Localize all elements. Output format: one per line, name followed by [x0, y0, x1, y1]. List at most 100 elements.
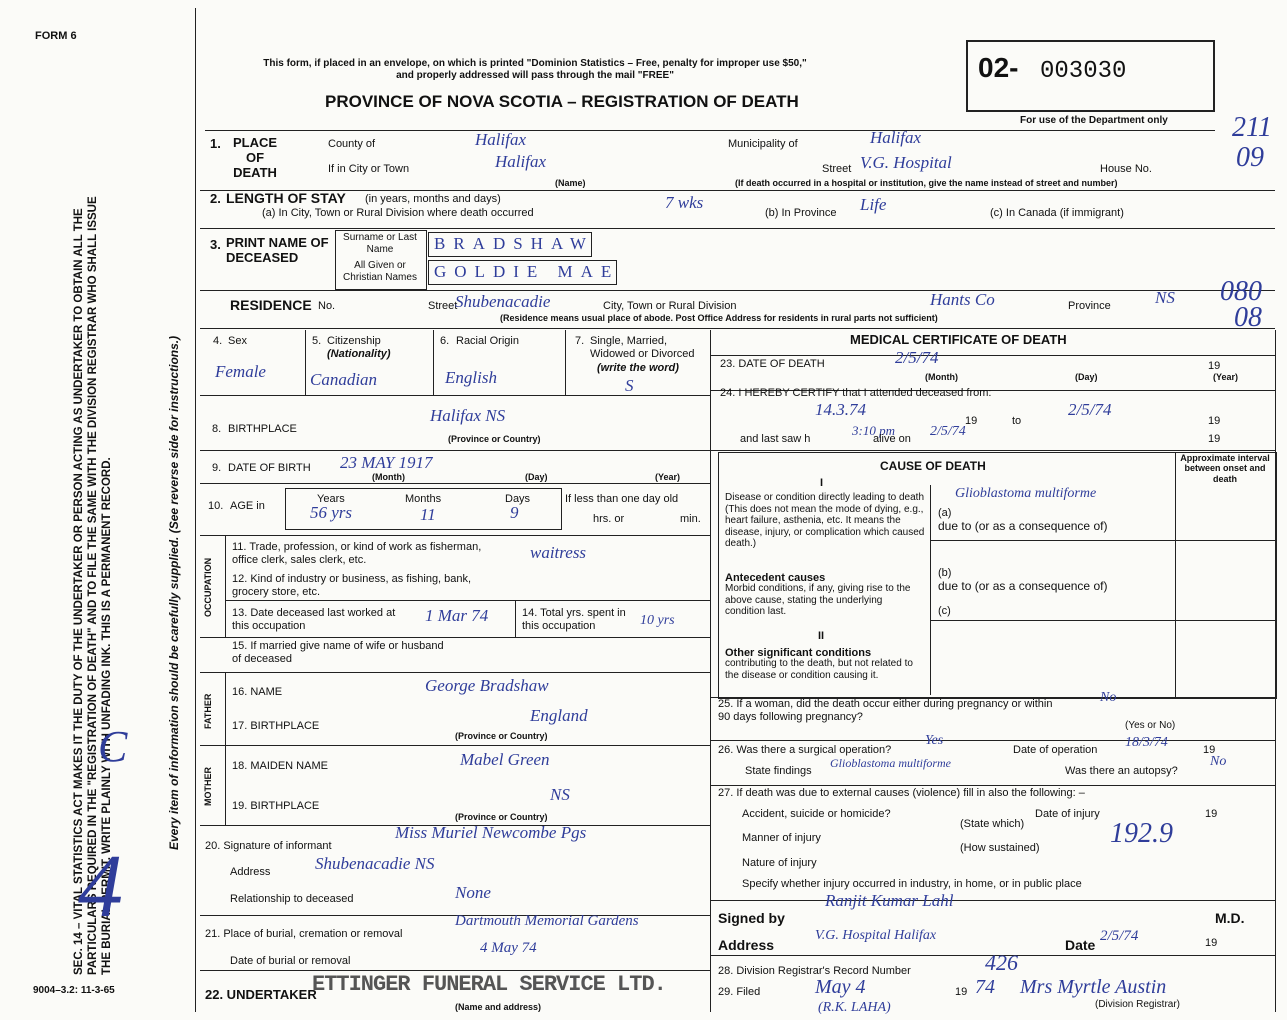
medical-nineteen: 19: [1203, 744, 1216, 756]
q25-note: (Yes or No): [1125, 720, 1176, 731]
medical-from: 14.3.74: [815, 400, 866, 419]
personal-citizenship-value: Canadian: [310, 370, 378, 389]
rule: [710, 330, 711, 1012]
residence-city: Hants Co: [930, 290, 995, 309]
rule: [710, 450, 1275, 451]
residence-street: Shubenacadie: [455, 292, 551, 311]
rule: [710, 355, 1275, 356]
registrar-initials: (R.K. LAHA): [818, 1000, 891, 1015]
father-name: George Bradshaw: [425, 676, 549, 695]
medical-month: (Month): [925, 372, 958, 382]
rule: [930, 540, 1275, 541]
q27-state-note: (State which): [960, 818, 1025, 830]
cause-a: Glioblastoma multiforme: [955, 486, 1097, 501]
father-note: (Province or Country): [455, 731, 548, 741]
rule: [930, 485, 931, 695]
cause-consequence: due to (or as a consequence of): [938, 519, 1108, 533]
place-street: V.G. Hospital: [860, 153, 952, 172]
undertaker-note: (Name and address): [455, 1002, 542, 1012]
medical-q24: 24. I HEREBY CERTIFY that I attended dec…: [720, 387, 992, 399]
medical-to-label: to: [1012, 415, 1022, 427]
residence-note: (Residence means usual place of abode. P…: [500, 313, 938, 323]
q27-accident-label: Accident, suicide or homicide?: [742, 808, 891, 820]
stay-b: Life: [860, 195, 887, 214]
place-municipality-label: Municipality of: [728, 138, 798, 150]
personal-citizenship-label: Citizenship: [327, 335, 381, 347]
occupation-industry-label: 12. Kind of industry or business, as fis…: [232, 573, 472, 598]
informant-relationship: None: [455, 883, 491, 902]
medical-to: 2/5/74: [1068, 400, 1112, 419]
cause-part2: II: [818, 630, 825, 642]
header-title: PROVINCE OF NOVA SCOTIA – REGISTRATION O…: [325, 92, 799, 111]
spouse-label: 15. If married give name of wife or husb…: [232, 640, 444, 665]
place-city-label: If in City or Town: [328, 163, 410, 175]
signature-signed-label: Signed by: [718, 910, 785, 926]
informant-relationship-label: Relationship to deceased: [230, 893, 354, 905]
cause-antecedent-label: Morbid conditions, if any, giving rise t…: [725, 583, 911, 617]
medical-nineteen: 19: [1208, 433, 1221, 445]
signature-date-label: Date: [1065, 937, 1096, 953]
medical-nineteen: 19: [965, 415, 978, 427]
rule: [200, 745, 710, 746]
registrar-filed: May 4: [815, 976, 866, 998]
rule: [205, 130, 1215, 131]
personal-sex-num: 4.: [213, 335, 223, 347]
q26-autopsy-label: Was there an autopsy?: [1065, 765, 1178, 777]
dob-num: 9.: [212, 462, 222, 474]
birthplace-value: Halifax NS: [430, 406, 506, 425]
father-birthplace: England: [530, 706, 588, 725]
informant-address: Shubenacadie NS: [315, 854, 435, 873]
cause-other-label: contributing to the death, but not relat…: [725, 658, 913, 681]
registrar-year: 74: [975, 976, 995, 998]
place-county: Halifax: [475, 130, 526, 149]
occupation-trade: waitress: [530, 543, 587, 562]
medical-alive-date: 2/5/74: [930, 424, 966, 439]
rule: [433, 330, 434, 395]
medical-nineteen: 19: [1205, 808, 1218, 820]
header-number-prefix: 02-: [978, 52, 1019, 83]
registrar-year-prefix: 19: [955, 986, 968, 998]
cause-c-label: (c): [938, 605, 951, 617]
name-num: 3.: [210, 237, 221, 252]
residence-city-label: City, Town or Rural Division: [603, 300, 737, 312]
cause-part1: I: [820, 477, 824, 489]
medical-q23: 23. DATE OF DEATH: [720, 358, 825, 370]
place-municipality: Halifax: [870, 128, 921, 147]
medical-last-saw: and last saw h: [740, 433, 811, 445]
stay-label: LENGTH OF STAY: [226, 190, 346, 206]
q26-findings-label: State findings: [745, 765, 812, 777]
cause-antecedent-title: Antecedent causes: [725, 572, 826, 584]
side-note: Every item of information should be care…: [167, 335, 181, 850]
rule: [710, 785, 1275, 786]
box: [966, 40, 1215, 112]
place-num: 1.: [210, 136, 221, 151]
signature-md: M.D.: [1215, 910, 1245, 926]
medical-day: (Day): [1075, 372, 1098, 382]
rule: [200, 228, 1275, 229]
registrar-q28: 28. Division Registrar's Record Number: [718, 965, 911, 977]
undertaker-label: 22. UNDERTAKER: [205, 987, 317, 1002]
signature-address-label: Address: [718, 937, 775, 953]
father-name-label: 16. NAME: [232, 686, 283, 698]
informant-label: 20. Signature of informant: [205, 840, 332, 852]
cause-direct-label: Disease or condition directly leading to…: [725, 492, 925, 549]
residence-province-label: Province: [1068, 300, 1111, 312]
side-margin-marks-1: 4: [78, 837, 123, 936]
occupation-last-worked-label: 13. Date deceased last worked at this oc…: [232, 607, 396, 632]
cause-b-label: (b): [938, 567, 952, 579]
dob-year: (Year): [655, 472, 681, 482]
name-given-label: All Given or Christian Names: [343, 260, 417, 283]
age-min: min.: [680, 513, 701, 525]
side-form-code: 9004–3.2: 11-3-65: [33, 985, 115, 996]
personal-sex-label: Sex: [228, 335, 247, 347]
personal-sex-value: Female: [215, 362, 266, 381]
box: [428, 232, 592, 257]
box: [428, 260, 617, 285]
signature-address: V.G. Hospital Halifax: [815, 928, 937, 943]
place-label: PLACE OF DEATH: [232, 135, 278, 180]
registrar-registrar: Mrs Myrtle Austin: [1020, 976, 1167, 998]
dob-value: 23 MAY 1917: [340, 453, 433, 472]
birthplace-num: 8.: [212, 423, 222, 435]
rule: [710, 900, 1275, 901]
place-city: Halifax: [495, 152, 546, 171]
